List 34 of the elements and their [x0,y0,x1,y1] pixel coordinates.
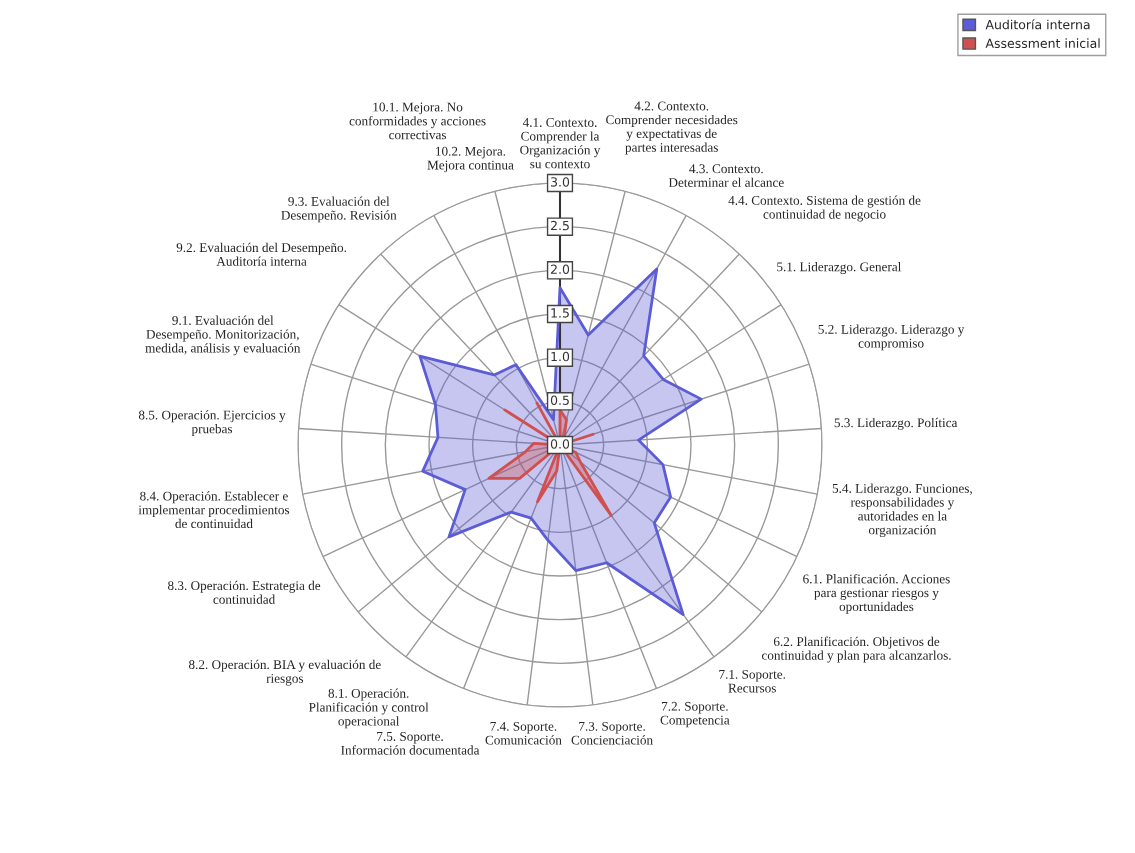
spoke-label: 10.2. Mejora. Mejora continua [427,146,514,173]
spoke-label: 7.3. Soporte. Concienciación [571,721,653,745]
spoke-label: 6.1. Planificación. Acciones para gestionar riesgos y oportunidades [803,573,950,614]
spoke-label: 5.4. Liderazgo. Funciones, responsabilidades y autoridades en la organización [832,483,972,538]
y-tick-label: 3.0 [551,177,570,187]
spoke-label: 8.5. Operación. Ejercicios y pruebas [138,410,286,437]
spoke-label: 6.2. Planificación. Objetivos de continuidad y plan para alcanzarlos. [761,636,951,663]
legend-label: Assessment inicial [985,38,1100,49]
spoke-label: 7.5. Soporte. Información documentada [341,731,480,755]
spoke-label: 7.4. Soporte. Comunicación [485,721,562,745]
spoke-label: 8.1. Operación. Planificación y control operacional [308,688,429,729]
spoke-label: 5.2. Liderazgo. Liderazgo y compromiso [818,324,965,351]
spoke-label: 9.3. Evaluación del Desempeño. Revisión [281,196,397,223]
spoke-label: 5.3. Liderazgo. Política [834,417,958,430]
spoke-label: 9.1. Evaluación del Desempeño. Monitorización, medida, análisis y evaluación [145,315,301,356]
spoke-label: 10.1. Mejora. No conformidades y acciones correctivas [349,102,486,140]
spoke-label: 8.3. Operación. Estrategia de continuidad [168,580,321,604]
y-tick-label: 1.0 [551,351,570,362]
y-tick-label: 2.5 [550,220,569,231]
spoke-label: 9.2. Evaluación del Desempeño. Auditoría interna [176,242,347,266]
spoke-label: 4.4. Contexto. Sistema de gestión de continuidad de negocio [728,195,921,222]
spoke-label: 4.3. Contexto. Determinar el alcance [668,164,784,187]
y-tick-label: 2.0 [550,264,570,274]
spoke-label: 7.2. Soporte. Competencia [660,701,730,728]
spoke-label: 4.1. Contexto. Comprender la Organización y su contexto [520,118,601,169]
spoke-label: 5.1. Liderazgo. General [777,262,902,275]
spoke-label: 4.2. Contexto. Comprender necesidades y expectativas de partes interesadas [606,101,738,155]
spoke-label: 8.2. Operación. BIA y evaluación de riesgos [188,659,381,686]
y-tick-label: 1.5 [551,308,569,318]
spoke-label: 8.4. Operación. Establecer e implementar procedimientos de continuidad [138,491,290,529]
spoke-label: 7.1. Soporte. Recursos [719,669,786,693]
legend-label: Auditoría interna [985,19,1090,30]
y-tick-label: 0.5 [550,395,569,405]
y-tick-label: 0.0 [550,439,570,449]
